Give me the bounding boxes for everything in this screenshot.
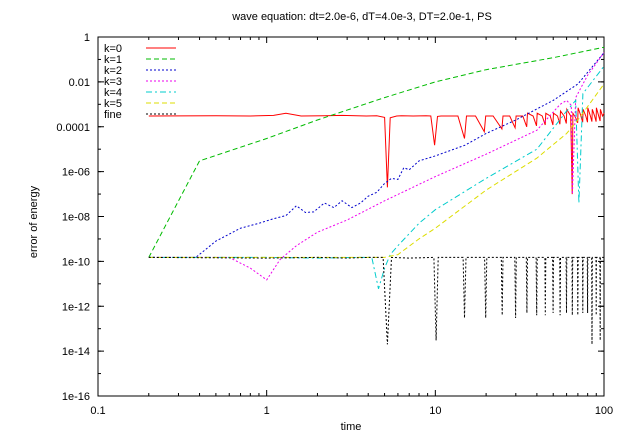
series-line-k1 xyxy=(148,46,605,258)
series-line-fine xyxy=(148,256,604,345)
legend-label-k4: k=4 xyxy=(104,87,122,99)
plot-frame xyxy=(97,36,605,397)
x-axis-label: time xyxy=(341,421,362,433)
y-tick-label: 1e-10 xyxy=(62,256,90,268)
legend-label-fine: fine xyxy=(104,109,122,121)
x-tick-label: 0.1 xyxy=(90,405,105,417)
y-tick-label: 1e-16 xyxy=(62,391,90,403)
series-line-k3 xyxy=(148,52,605,281)
chart-title: wave equation: dt=2.0e-6, dT=4.0e-3, DT=… xyxy=(231,11,492,23)
x-tick-label: 1 xyxy=(264,405,270,417)
legend-label-k3: k=3 xyxy=(104,76,122,88)
y-tick-label: 1e-06 xyxy=(62,167,90,179)
y-tick-label: 1 xyxy=(84,32,90,44)
x-tick-label: 100 xyxy=(595,405,613,417)
x-tick-label: 10 xyxy=(429,405,441,417)
series-line-k0 xyxy=(148,107,605,195)
series-line-k2 xyxy=(148,52,605,258)
y-tick-label: 0.0001 xyxy=(56,122,90,134)
legend-label-k0: k=0 xyxy=(104,43,122,55)
legend-label-k1: k=1 xyxy=(104,54,122,66)
y-tick-label: 1e-12 xyxy=(62,301,90,313)
y-tick-label: 0.01 xyxy=(69,77,90,89)
legend-label-k5: k=5 xyxy=(104,98,122,110)
axis-ticks: 0.1 1 10 100 1 0.01 0.0001 1e-06 1e-08 1e-10 1e-12… xyxy=(56,32,613,417)
series-line-k5 xyxy=(148,83,605,258)
y-axis-label: error of energy xyxy=(28,185,40,258)
legend-label-k2: k=2 xyxy=(104,65,122,77)
y-tick-label: 1e-08 xyxy=(62,212,90,224)
plot-area xyxy=(148,46,605,345)
y-tick-label: 1e-14 xyxy=(62,346,90,358)
series-line-k4 xyxy=(148,65,605,289)
